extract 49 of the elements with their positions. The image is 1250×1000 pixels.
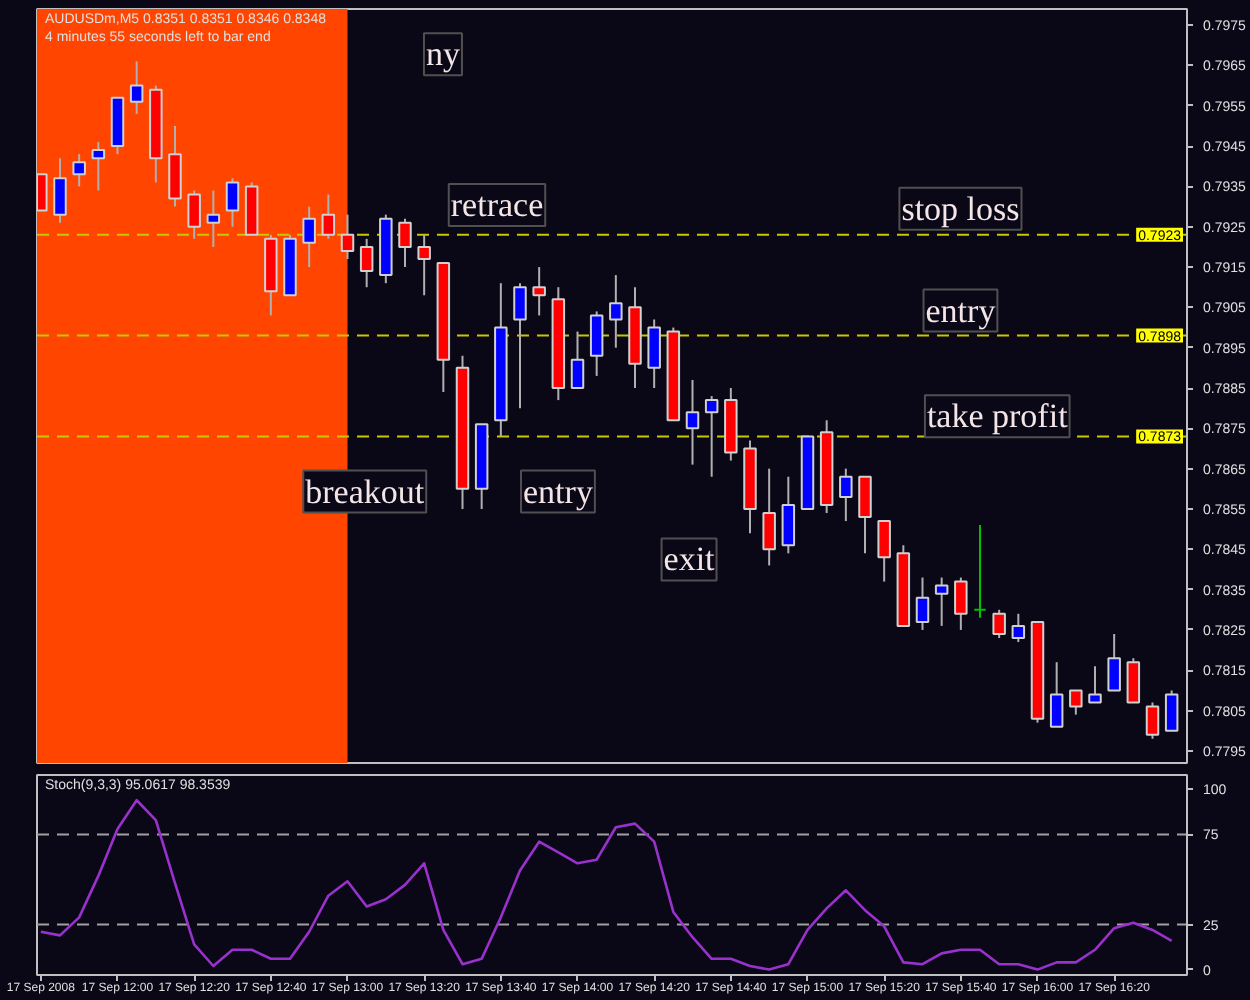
annotation: exit [663,540,716,579]
candlestick [187,189,201,240]
candlestick [839,467,853,523]
candlestick [954,576,968,631]
annotation: entry [925,291,997,330]
candlestick [570,330,585,390]
candlestick [1088,665,1102,704]
candlestick [762,467,776,567]
candlestick [513,282,527,410]
candlestick [168,124,182,208]
annotation: breakout [305,472,425,511]
candlestick [1011,612,1026,644]
candlestick [1126,657,1141,704]
candlestick [781,475,796,555]
candlestick [72,153,86,188]
candlestick [1107,632,1121,692]
annotation: take profit [926,397,1069,436]
candlestick [417,233,431,297]
candlestick [973,524,987,619]
annotation: retrace [450,186,544,225]
candlestick [1069,689,1083,716]
candlestick [225,177,240,228]
candlestick [91,141,106,192]
candlestick [858,475,872,555]
candlestick [934,576,949,627]
candlestick [609,274,623,349]
candlestick [992,608,1006,640]
candlestick [704,395,719,478]
annotation: ny [425,35,461,74]
candlestick [647,318,661,390]
candlestick [685,378,700,466]
candlestick [1049,661,1064,728]
line-series [39,798,1173,971]
candlestick [915,576,930,631]
annotation: entry [523,472,594,511]
candlestick [53,157,67,224]
candlestick [532,266,546,317]
annotation: stop loss [901,189,1020,228]
candlestick [321,193,336,240]
candlestick [877,520,891,583]
candlestick [1145,701,1160,740]
candlestick [129,60,144,115]
candlestick [359,237,374,289]
candlestick [206,189,221,248]
candlestick [302,205,316,269]
candlestick [1164,689,1179,732]
candlestick [340,213,355,260]
candlestick [589,310,604,377]
candlestick [398,217,412,269]
